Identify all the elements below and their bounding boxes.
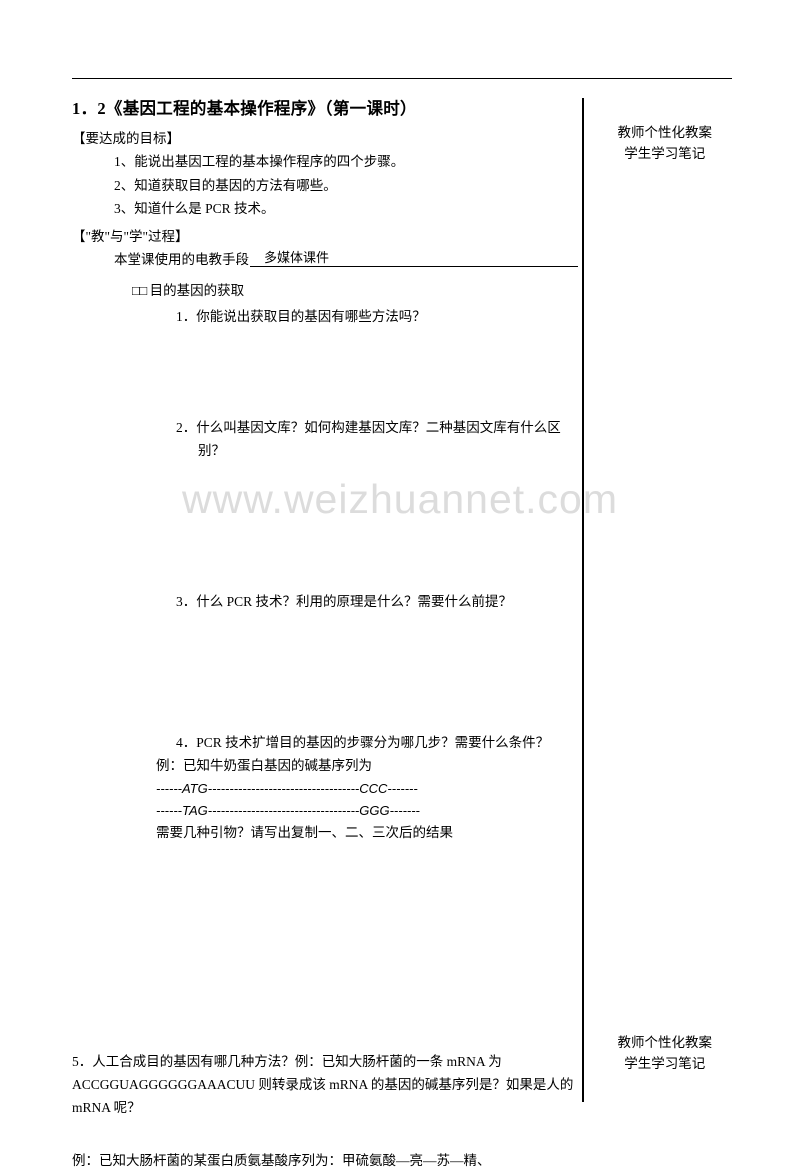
process-heading: 【"教"与"学"过程】 [72, 225, 578, 245]
goal-item: 1、能说出基因工程的基本操作程序的四个步骤。 [114, 150, 578, 174]
sequence-line-2: ------TAG-------------------------------… [156, 800, 578, 822]
question-2: 2．什么叫基因文库？如何构建基因文库？二种基因文库有什么区别？ [176, 417, 578, 463]
q4-number: 4． [176, 735, 196, 750]
example-question: 需要几种引物？请写出复制一、二、三次后的结果 [156, 822, 578, 845]
q2-number: 2． [176, 420, 196, 435]
q4-text: PCR 技术扩增目的基因的步骤分为哪几步？需要什么条件？ [196, 735, 549, 750]
media-value-underline: 多媒体课件 [250, 247, 578, 267]
question-1: 1．你能说出获取目的基因有哪些方法吗？ [176, 306, 578, 329]
q2-text: 什么叫基因文库？如何构建基因文库？二种基因文库有什么区别？ [196, 420, 561, 458]
question-3: 3．什么 PCR 技术？利用的原理是什么？需要什么前提？ [176, 591, 578, 614]
side-note-line: 学生学习笔记 [600, 1054, 731, 1075]
goal-item: 2、知道获取目的基因的方法有哪些。 [114, 174, 578, 198]
lesson-title: 1．2《基因工程的基本操作程序》（第一课时） [72, 95, 578, 119]
main-column: 1．2《基因工程的基本操作程序》（第一课时） 【要达成的目标】 1、能说出基因工… [72, 95, 582, 1102]
sequence-line-1: ------ATG-------------------------------… [156, 778, 578, 800]
question-4: 4．PCR 技术扩增目的基因的步骤分为哪几步？需要什么条件？ [176, 732, 578, 755]
question-5: 5．人工合成目的基因有哪几种方法？例：已知大肠杆菌的一条 mRNA 为ACCGG… [72, 1051, 578, 1120]
q1-number: 1． [176, 309, 196, 324]
q3-text: 什么 PCR 技术？利用的原理是什么？需要什么前提？ [196, 594, 512, 609]
goals-heading: 【要达成的目标】 [72, 127, 578, 147]
example-last: 例：已知大肠杆菌的某蛋白质氨基酸序列为：甲硫氨酸—亮—苏—精、 [72, 1149, 578, 1168]
media-label: 本堂课使用的电教手段 [114, 248, 249, 268]
q3-number: 3． [176, 594, 196, 609]
subsection-title: 目的基因的获取 [150, 283, 245, 298]
example-label: 例：已知牛奶蛋白基因的碱基序列为 [156, 755, 578, 778]
top-horizontal-rule [72, 78, 732, 79]
goal-item: 3、知道什么是 PCR 技术。 [114, 197, 578, 221]
square-bullets: □□ [132, 285, 146, 300]
side-note-line: 教师个性化教案 [600, 123, 731, 144]
side-note-line: 学生学习笔记 [600, 144, 731, 165]
side-column: 教师个性化教案 学生学习笔记 教师个性化教案 学生学习笔记 [584, 95, 731, 1102]
q1-text: 你能说出获取目的基因有哪些方法吗？ [196, 309, 426, 324]
side-note-line: 教师个性化教案 [600, 1033, 731, 1054]
